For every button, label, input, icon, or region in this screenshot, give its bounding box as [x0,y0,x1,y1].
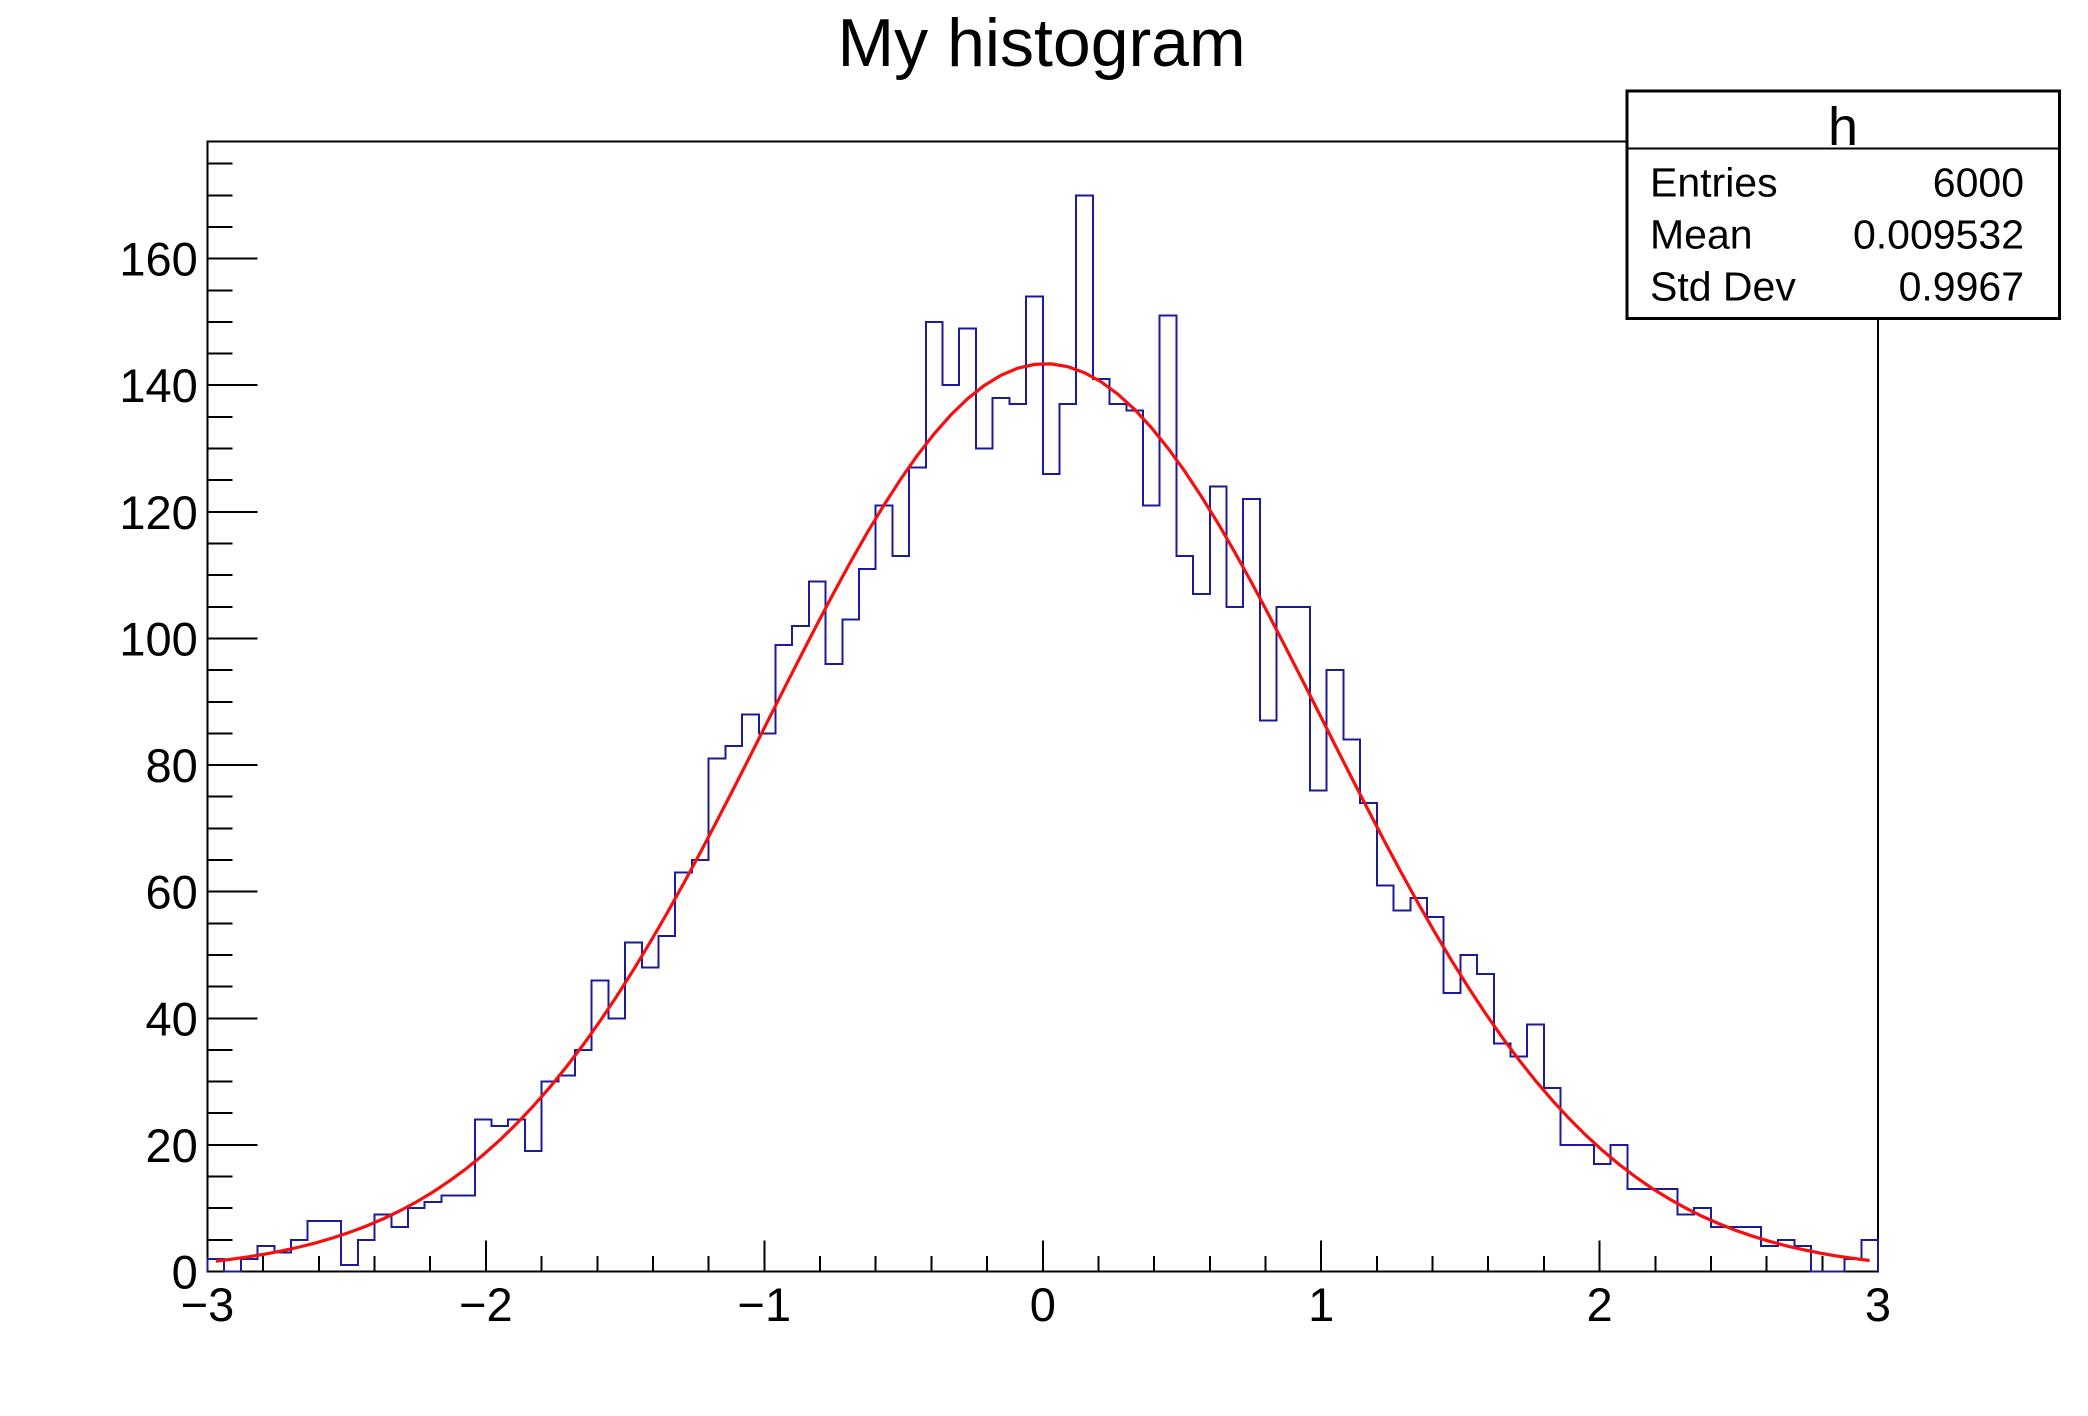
svg-text:−1: −1 [738,1278,792,1331]
svg-text:80: 80 [146,739,198,792]
svg-text:120: 120 [119,486,197,539]
svg-text:60: 60 [146,866,198,919]
svg-text:100: 100 [119,612,197,665]
svg-text:0.9967: 0.9967 [1876,263,2024,309]
svg-text:Entries: Entries [1650,160,1789,206]
svg-text:0: 0 [172,1246,198,1299]
svg-text:0: 0 [1030,1278,1056,1331]
svg-text:My histogram: My histogram [838,5,1246,81]
svg-text:Std Dev: Std Dev [1650,263,1807,309]
svg-text:3: 3 [1865,1278,1891,1331]
svg-text:20: 20 [146,1119,198,1172]
svg-text:1: 1 [1308,1278,1334,1331]
svg-text:160: 160 [119,233,197,286]
svg-text:−3: −3 [181,1278,235,1331]
svg-text:2: 2 [1587,1278,1613,1331]
svg-text:140: 140 [119,359,197,412]
svg-text:6000: 6000 [1921,160,2024,206]
svg-text:h: h [1828,97,1858,157]
svg-text:40: 40 [146,992,198,1045]
svg-text:Mean: Mean [1650,211,1764,257]
svg-text:−2: −2 [459,1278,513,1331]
svg-text:0.009532: 0.009532 [1842,211,2024,257]
